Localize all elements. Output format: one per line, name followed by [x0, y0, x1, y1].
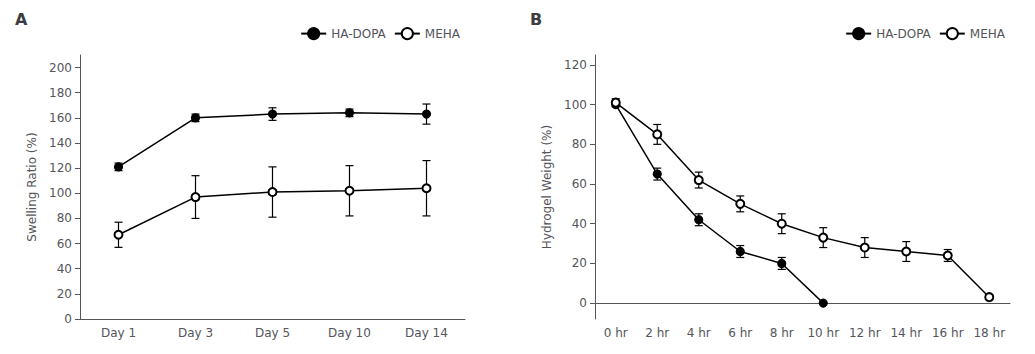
svg-text:Day 14: Day 14 — [405, 326, 448, 340]
svg-text:180: 180 — [49, 86, 72, 100]
svg-text:HA-DOPA: HA-DOPA — [331, 27, 386, 41]
svg-text:2 hr: 2 hr — [645, 326, 669, 340]
svg-text:8 hr: 8 hr — [770, 326, 794, 340]
svg-text:A: A — [15, 10, 28, 29]
svg-text:20: 20 — [572, 256, 587, 270]
svg-text:60: 60 — [572, 177, 587, 191]
svg-text:60: 60 — [57, 237, 72, 251]
svg-text:6 hr: 6 hr — [728, 326, 752, 340]
svg-text:0: 0 — [579, 296, 587, 310]
svg-text:12 hr: 12 hr — [849, 326, 881, 340]
svg-text:120: 120 — [564, 58, 587, 72]
svg-text:Hydrogel Weight (%): Hydrogel Weight (%) — [540, 125, 554, 249]
svg-text:200: 200 — [49, 61, 72, 75]
svg-text:B: B — [530, 10, 542, 29]
svg-text:14 hr: 14 hr — [890, 326, 922, 340]
svg-text:Swelling Ratio (%): Swelling Ratio (%) — [25, 132, 39, 241]
svg-text:100: 100 — [49, 186, 72, 200]
svg-text:4 hr: 4 hr — [687, 326, 711, 340]
svg-text:MEHA: MEHA — [425, 27, 461, 41]
svg-text:18 hr: 18 hr — [973, 326, 1005, 340]
svg-text:160: 160 — [49, 111, 72, 125]
svg-text:16 hr: 16 hr — [932, 326, 964, 340]
svg-text:Day 10: Day 10 — [328, 326, 371, 340]
svg-text:120: 120 — [49, 161, 72, 175]
svg-text:40: 40 — [572, 217, 587, 231]
svg-text:20: 20 — [57, 287, 72, 301]
svg-text:80: 80 — [572, 137, 587, 151]
svg-text:100: 100 — [564, 98, 587, 112]
svg-text:Day 5: Day 5 — [255, 326, 290, 340]
svg-text:40: 40 — [57, 262, 72, 276]
svg-text:MEHA: MEHA — [970, 27, 1006, 41]
svg-text:Day 1: Day 1 — [101, 326, 136, 340]
svg-text:0 hr: 0 hr — [604, 326, 628, 340]
svg-text:0: 0 — [64, 312, 72, 326]
svg-text:10 hr: 10 hr — [807, 326, 839, 340]
svg-text:HA-DOPA: HA-DOPA — [876, 27, 931, 41]
svg-text:80: 80 — [57, 211, 72, 225]
svg-text:140: 140 — [49, 136, 72, 150]
svg-text:Day 3: Day 3 — [178, 326, 213, 340]
